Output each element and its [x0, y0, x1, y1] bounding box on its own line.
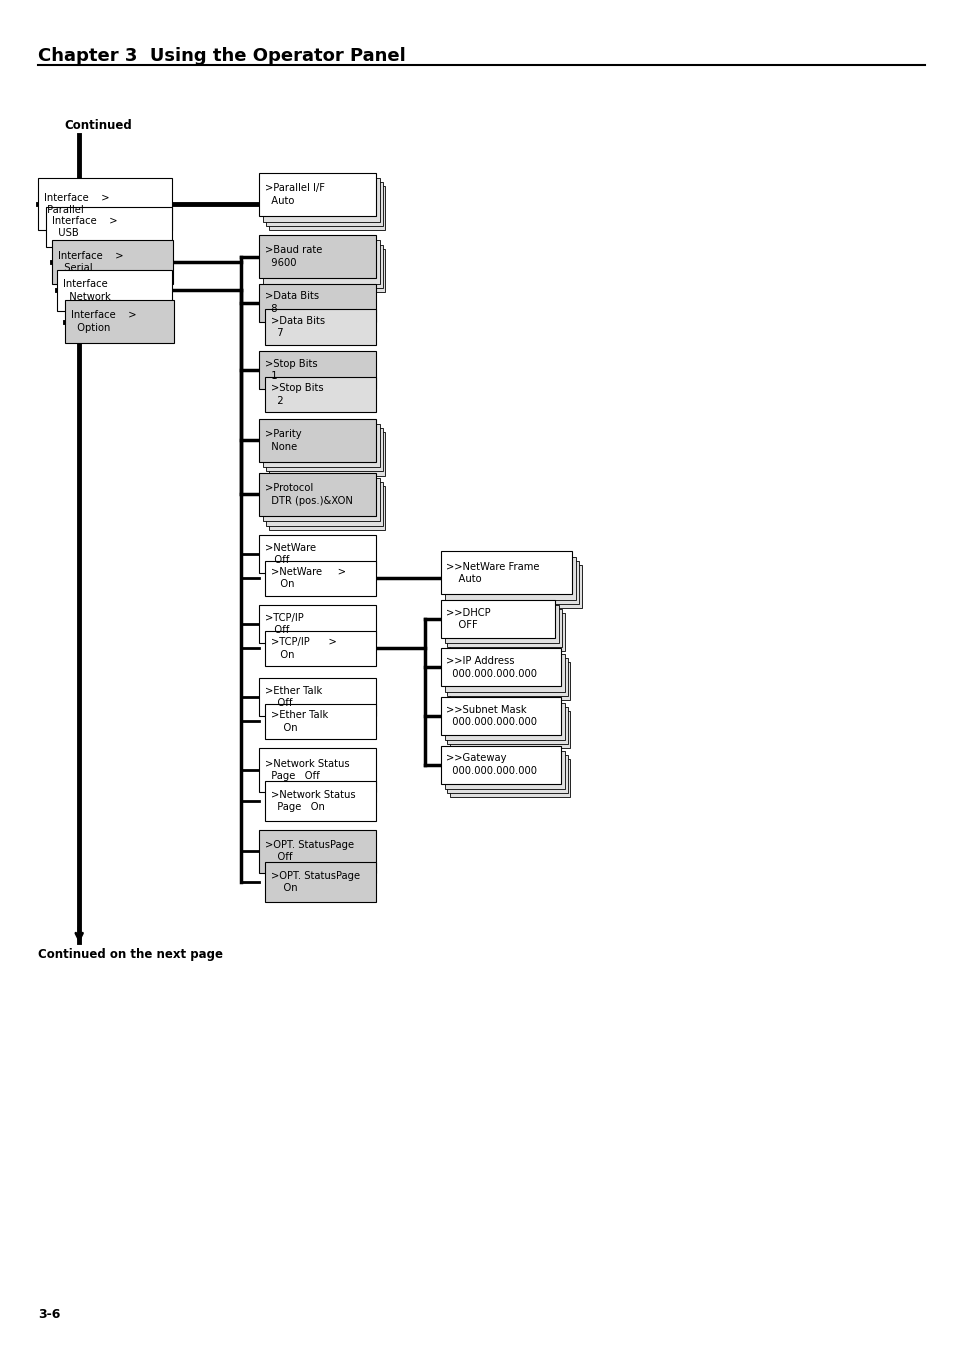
Text: >Stop Bits
  2: >Stop Bits 2 — [271, 384, 323, 405]
FancyBboxPatch shape — [263, 178, 379, 222]
FancyBboxPatch shape — [65, 300, 173, 343]
FancyBboxPatch shape — [259, 830, 375, 873]
FancyBboxPatch shape — [440, 648, 560, 686]
FancyBboxPatch shape — [444, 751, 564, 789]
FancyBboxPatch shape — [447, 561, 578, 604]
Text: >Stop Bits
  1: >Stop Bits 1 — [265, 359, 317, 381]
FancyBboxPatch shape — [440, 551, 572, 594]
FancyBboxPatch shape — [265, 309, 375, 345]
Text: Interface
  Network: Interface Network — [63, 280, 111, 301]
FancyBboxPatch shape — [259, 284, 375, 322]
Text: >Parallel I/F
  Auto: >Parallel I/F Auto — [265, 184, 325, 205]
FancyBboxPatch shape — [265, 862, 375, 902]
FancyBboxPatch shape — [444, 605, 558, 643]
Text: >>NetWare Frame
    Auto: >>NetWare Frame Auto — [446, 562, 539, 584]
FancyBboxPatch shape — [52, 240, 172, 284]
FancyBboxPatch shape — [265, 781, 375, 821]
Text: >Network Status
  Page   Off: >Network Status Page Off — [265, 759, 350, 781]
FancyBboxPatch shape — [447, 707, 567, 744]
FancyBboxPatch shape — [444, 557, 576, 600]
Text: >Protocol
  DTR (pos.)&XON: >Protocol DTR (pos.)&XON — [265, 484, 353, 505]
FancyBboxPatch shape — [269, 249, 385, 292]
Text: >NetWare     >
   On: >NetWare > On — [271, 567, 346, 589]
FancyBboxPatch shape — [266, 245, 382, 288]
FancyBboxPatch shape — [440, 600, 555, 638]
Text: Interface    >
  Serial: Interface > Serial — [58, 251, 124, 273]
FancyBboxPatch shape — [450, 662, 570, 700]
FancyBboxPatch shape — [447, 755, 567, 793]
Text: >Ether Talk
    On: >Ether Talk On — [271, 711, 328, 732]
FancyBboxPatch shape — [259, 748, 375, 792]
FancyBboxPatch shape — [447, 658, 567, 696]
FancyBboxPatch shape — [440, 746, 560, 784]
FancyBboxPatch shape — [266, 428, 382, 471]
FancyBboxPatch shape — [269, 486, 385, 530]
Text: >NetWare
   Off: >NetWare Off — [265, 543, 316, 565]
FancyBboxPatch shape — [263, 240, 379, 284]
Text: >Data Bits
  8: >Data Bits 8 — [265, 292, 319, 313]
FancyBboxPatch shape — [263, 478, 379, 521]
FancyBboxPatch shape — [440, 697, 560, 735]
Text: >Parity
  None: >Parity None — [265, 430, 301, 451]
Text: >Data Bits
  7: >Data Bits 7 — [271, 316, 325, 338]
FancyBboxPatch shape — [265, 631, 375, 666]
FancyBboxPatch shape — [57, 270, 172, 311]
FancyBboxPatch shape — [450, 711, 570, 748]
FancyBboxPatch shape — [444, 703, 564, 740]
Text: Interface    >
 Parallel: Interface > Parallel — [44, 193, 110, 215]
Text: >TCP/IP      >
   On: >TCP/IP > On — [271, 638, 336, 659]
FancyBboxPatch shape — [263, 424, 379, 467]
FancyBboxPatch shape — [259, 173, 375, 216]
FancyBboxPatch shape — [266, 482, 382, 526]
FancyBboxPatch shape — [265, 704, 375, 739]
Text: >OPT. StatusPage
    On: >OPT. StatusPage On — [271, 871, 359, 893]
Text: Chapter 3  Using the Operator Panel: Chapter 3 Using the Operator Panel — [38, 47, 405, 65]
Text: >>DHCP
    OFF: >>DHCP OFF — [446, 608, 491, 630]
Text: >Baud rate
  9600: >Baud rate 9600 — [265, 246, 322, 267]
FancyBboxPatch shape — [450, 613, 564, 651]
Text: >>Subnet Mask
  000.000.000.000: >>Subnet Mask 000.000.000.000 — [446, 705, 537, 727]
Text: 3-6: 3-6 — [38, 1308, 60, 1321]
FancyBboxPatch shape — [259, 351, 375, 389]
FancyBboxPatch shape — [265, 561, 375, 596]
FancyBboxPatch shape — [265, 377, 375, 412]
FancyBboxPatch shape — [46, 207, 172, 247]
FancyBboxPatch shape — [266, 182, 382, 226]
FancyBboxPatch shape — [38, 178, 172, 230]
Text: Continued: Continued — [65, 119, 132, 132]
FancyBboxPatch shape — [259, 535, 375, 573]
FancyBboxPatch shape — [259, 235, 375, 278]
FancyBboxPatch shape — [269, 186, 385, 230]
FancyBboxPatch shape — [269, 432, 385, 476]
FancyBboxPatch shape — [444, 654, 564, 692]
Text: >Network Status
  Page   On: >Network Status Page On — [271, 790, 355, 812]
Text: >>IP Address
  000.000.000.000: >>IP Address 000.000.000.000 — [446, 657, 537, 678]
FancyBboxPatch shape — [259, 678, 375, 716]
Text: Interface    >
  Option: Interface > Option — [71, 311, 136, 332]
Text: >TCP/IP
   Off: >TCP/IP Off — [265, 613, 304, 635]
FancyBboxPatch shape — [447, 609, 561, 647]
Text: >Ether Talk
    Off: >Ether Talk Off — [265, 686, 322, 708]
FancyBboxPatch shape — [450, 759, 570, 797]
Text: >>Gateway
  000.000.000.000: >>Gateway 000.000.000.000 — [446, 754, 537, 775]
FancyBboxPatch shape — [450, 565, 581, 608]
Text: Interface    >
  USB: Interface > USB — [51, 216, 117, 238]
Text: >OPT. StatusPage
    Off: >OPT. StatusPage Off — [265, 840, 354, 862]
FancyBboxPatch shape — [259, 419, 375, 462]
FancyBboxPatch shape — [259, 605, 375, 643]
Text: Continued on the next page: Continued on the next page — [38, 948, 223, 962]
FancyBboxPatch shape — [259, 473, 375, 516]
